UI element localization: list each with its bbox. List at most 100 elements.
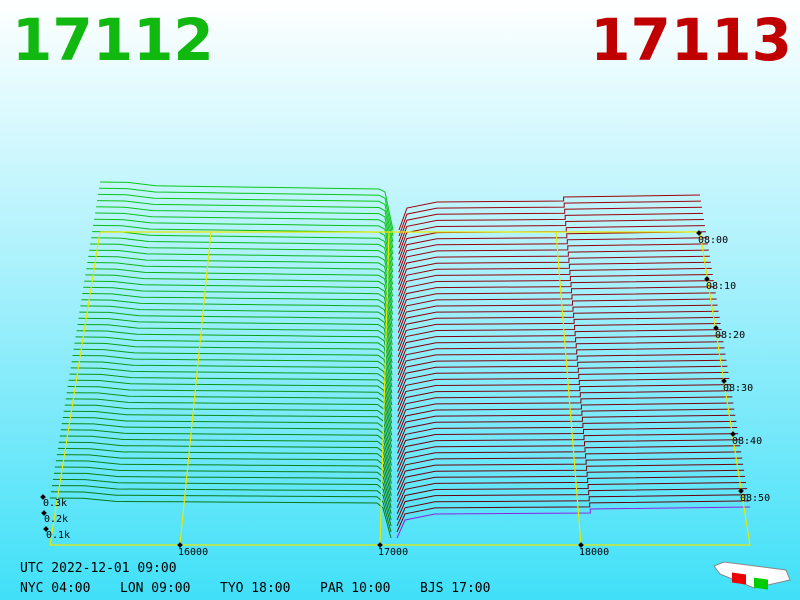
tick-marker (377, 542, 383, 548)
ask-layer (398, 280, 714, 315)
tick-marker (738, 488, 744, 494)
ask-layer (396, 494, 749, 527)
bid-layer (69, 373, 393, 418)
frame (49, 231, 751, 546)
ask-layer (397, 384, 731, 418)
depth-tick-label: 0.2k (44, 514, 68, 525)
price-guide (555, 231, 582, 546)
bid-layer (78, 317, 393, 364)
ask-layer (397, 323, 721, 357)
ask-layer (397, 402, 734, 436)
bid-layer (96, 206, 394, 255)
bid-layer (64, 404, 393, 448)
bid-layer (84, 280, 393, 327)
ask-layer (397, 353, 726, 388)
ask-layer (398, 243, 708, 279)
bid-layer (76, 330, 393, 376)
bid-layer (91, 237, 394, 285)
bid-layer (74, 342, 393, 388)
tick-marker (721, 378, 727, 384)
bid-layer (50, 491, 392, 533)
tick-marker (43, 526, 49, 532)
bid-layer (82, 293, 393, 339)
time-tick-label: 08:40 (732, 436, 762, 447)
bid-layer (56, 454, 392, 496)
tick-marker (696, 230, 702, 236)
bid-layer (59, 435, 392, 478)
ask-layer (398, 206, 703, 243)
tick-marker (713, 325, 719, 331)
ask-layer (397, 329, 722, 364)
ask-layer (397, 378, 730, 412)
bid-layer (61, 423, 392, 466)
bid-layer (62, 417, 392, 460)
bid-layer (67, 386, 393, 430)
bid-layer (85, 274, 393, 321)
ask-layer (398, 274, 713, 309)
tick-marker (578, 542, 584, 548)
bid-layer (49, 497, 392, 539)
ask-layer (397, 292, 716, 327)
ask-layer (397, 359, 727, 394)
price-tick-label: 17000 (378, 547, 408, 558)
bid-layer (89, 249, 394, 297)
tick-marker (704, 276, 710, 282)
time-tick-label: 08:50 (740, 493, 770, 504)
bid-layer (65, 398, 393, 442)
ask-layer (397, 298, 717, 333)
bid-layer (55, 460, 392, 502)
bid-layer (70, 367, 393, 412)
ask-layer (397, 335, 723, 370)
city-clock: TYO 18:00 (220, 581, 290, 596)
ask-layer (398, 200, 702, 237)
ask-layer (396, 488, 748, 521)
bid-layer (72, 355, 393, 400)
bid-layer (81, 299, 393, 345)
bid-layer (87, 262, 393, 309)
bid-layer (51, 485, 392, 527)
ask-layer (397, 396, 733, 430)
city-clock: BJS 17:00 (420, 581, 490, 596)
ask-layer (396, 506, 751, 539)
time-tick-label: 08:00 (698, 235, 728, 246)
ask-layer (397, 420, 737, 454)
city-clock: LON 09:00 (120, 581, 190, 596)
bid-layer (99, 181, 394, 231)
ask-layer (398, 267, 712, 303)
bid-layer (80, 305, 393, 351)
ask-layer (398, 249, 709, 285)
bid-layer (68, 379, 393, 424)
ask-layer (397, 316, 720, 351)
bid-layer (98, 187, 394, 237)
ask-layer (397, 347, 725, 382)
depth-tick-label: 0.1k (46, 530, 70, 541)
ask-layer (396, 463, 744, 496)
ask-layer (398, 237, 707, 273)
bid-layer (77, 324, 393, 370)
frame-edge (49, 231, 751, 546)
bid-layer (57, 447, 392, 490)
utc-clock: UTC 2022-12-01 09:00 (20, 561, 177, 576)
ask-layer (396, 451, 742, 484)
bid-layer (71, 361, 393, 406)
tick-marker (730, 431, 736, 437)
bid-layer (63, 410, 392, 454)
ask-layer (397, 304, 718, 339)
bid-layer (92, 231, 394, 279)
city-clock: NYC 04:00 (20, 581, 90, 596)
bid-layer (52, 478, 392, 521)
3d-glasses-icon[interactable] (713, 561, 791, 590)
ask-layer (397, 433, 739, 466)
bid-price: 17112 (12, 6, 214, 74)
price-guide (179, 231, 212, 546)
bid-layer (95, 212, 394, 261)
depth-layers (49, 181, 751, 539)
bid-layer (73, 348, 393, 394)
ask-layer (397, 390, 732, 424)
ask-layer (397, 427, 738, 460)
ask-layer (397, 286, 715, 321)
tick-marker (177, 542, 183, 548)
ask-layer (396, 445, 741, 478)
price-guide (379, 231, 390, 546)
